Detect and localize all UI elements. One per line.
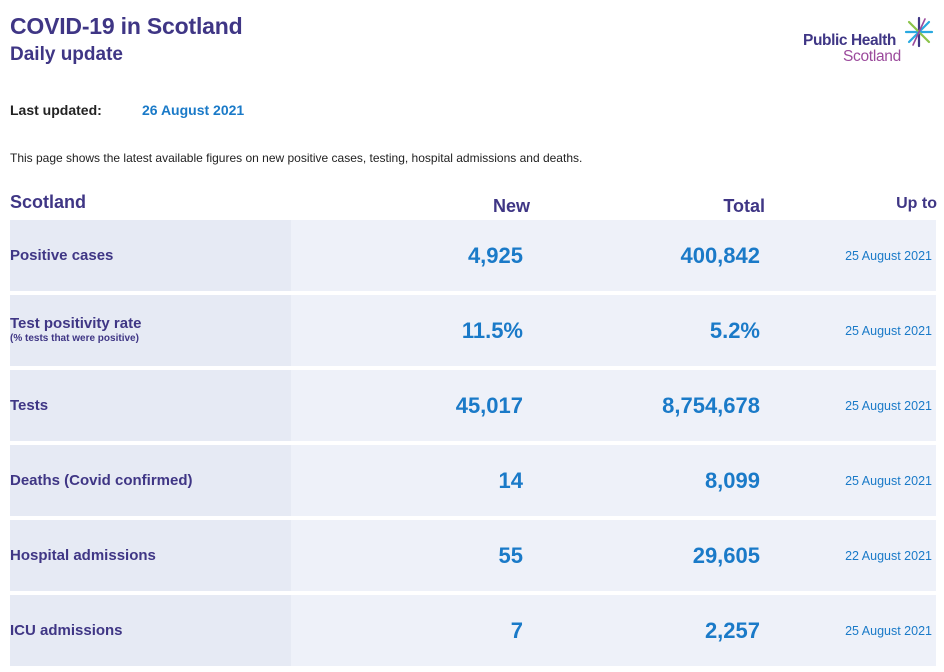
row-new-value: 45,017 — [455, 393, 523, 418]
row-new-value: 11.5% — [461, 318, 523, 343]
row-total-value: 29,605 — [692, 543, 760, 568]
header-new: New — [492, 196, 530, 216]
table-row: Hospital admissions 55 29,605 22 August … — [10, 520, 936, 591]
logo-line-2: Scotland — [843, 48, 901, 65]
row-new-value: 7 — [510, 618, 523, 643]
row-up-to-date: 25 August 2021 — [845, 624, 932, 638]
page-title: COVID-19 in Scotland — [10, 13, 243, 39]
row-label-cell: Hospital admissions — [10, 520, 291, 591]
row-label: Hospital admissions — [10, 547, 156, 564]
row-total-value: 5.2% — [709, 318, 760, 343]
row-sublabel: (% tests that were positive) — [10, 333, 139, 344]
row-label: Test positivity rate — [10, 315, 142, 332]
row-new-value: 4,925 — [467, 243, 523, 268]
public-health-scotland-logo: Public Health Scotland — [803, 16, 938, 68]
table-row: Tests 45,017 8,754,678 25 August 2021 — [10, 370, 936, 441]
row-up-to-date: 22 August 2021 — [845, 549, 932, 563]
row-total-value: 2,257 — [704, 618, 760, 643]
table-row: Test positivity rate (% tests that were … — [10, 295, 936, 366]
logo-star-icon — [904, 16, 934, 48]
header-up-to: Up to — [896, 195, 937, 212]
row-label-cell: Deaths (Covid confirmed) — [10, 445, 291, 516]
header-total: Total — [723, 196, 765, 216]
table-row: Positive cases 4,925 400,842 25 August 2… — [10, 220, 936, 291]
row-up-to-date: 25 August 2021 — [845, 399, 932, 413]
row-total-value: 8,754,678 — [662, 393, 760, 418]
logo-line-1: Public Health — [803, 32, 896, 49]
row-label: ICU admissions — [10, 622, 123, 639]
row-total-value: 400,842 — [680, 243, 760, 268]
row-up-to-date: 25 August 2021 — [845, 249, 932, 263]
row-new-value: 55 — [498, 543, 523, 568]
table-row: Deaths (Covid confirmed) 14 8,099 25 Aug… — [10, 445, 936, 516]
intro-text: This page shows the latest available fig… — [10, 151, 583, 165]
header-region: Scotland — [10, 192, 87, 212]
row-up-to-date: 25 August 2021 — [845, 324, 932, 338]
last-updated-value: 26 August 2021 — [142, 102, 245, 118]
row-label: Tests — [10, 397, 49, 414]
row-label: Positive cases — [10, 247, 114, 264]
row-label-cell: Positive cases — [10, 220, 291, 291]
row-label: Deaths (Covid confirmed) — [10, 472, 193, 489]
last-updated-label: Last updated: — [10, 102, 102, 118]
row-label-cell: Test positivity rate (% tests that were … — [10, 295, 291, 366]
row-new-value: 14 — [498, 468, 523, 493]
row-up-to-date: 25 August 2021 — [845, 474, 932, 488]
row-label-cell: Tests — [10, 370, 291, 441]
row-total-value: 8,099 — [704, 468, 760, 493]
row-label-cell: ICU admissions — [10, 595, 291, 666]
page-subtitle: Daily update — [10, 44, 123, 65]
table-row: ICU admissions 7 2,257 25 August 2021 — [10, 595, 936, 666]
